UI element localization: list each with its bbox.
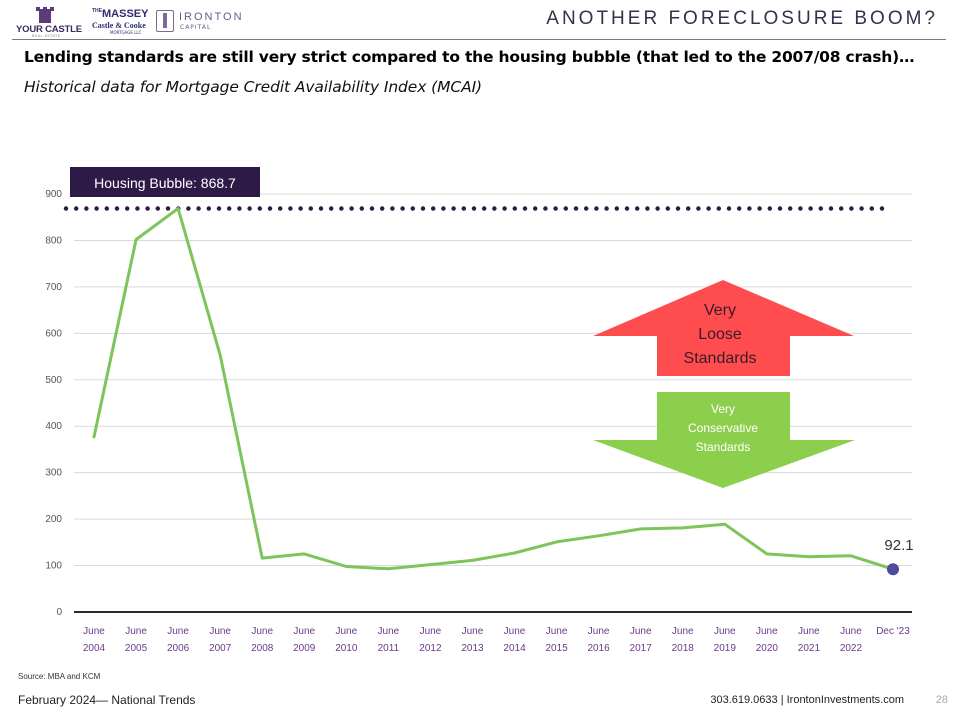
y-tick-label: 900 bbox=[45, 189, 62, 200]
castle-tower-icon bbox=[36, 7, 54, 23]
massey-logo-name: THEMASSEY bbox=[92, 8, 148, 20]
massey-logo: THEMASSEY Castle & Cooke MORTGAGE LLC bbox=[92, 8, 162, 38]
castle-logo-sub: REAL ESTATE bbox=[32, 34, 61, 38]
header-divider bbox=[12, 39, 946, 40]
loose-standards-label: Loose bbox=[698, 326, 742, 343]
your-castle-logo: YOUR CASTLE REAL ESTATE bbox=[16, 7, 88, 38]
x-tick-label: June bbox=[125, 626, 147, 637]
x-tick-label-year: 2017 bbox=[630, 643, 653, 654]
conservative-standards-label: Very bbox=[711, 402, 735, 416]
x-tick-label-year: 2004 bbox=[83, 643, 106, 654]
y-tick-label: 400 bbox=[45, 421, 62, 432]
conservative-standards-label: Conservative bbox=[688, 421, 758, 435]
x-tick-label-year: 2019 bbox=[714, 643, 737, 654]
x-tick-label: June bbox=[209, 626, 231, 637]
x-tick-label: June bbox=[462, 626, 484, 637]
x-tick-label-year: 2007 bbox=[209, 643, 232, 654]
y-tick-label: 700 bbox=[45, 282, 62, 293]
housing-bubble-label: Housing Bubble: 868.7 bbox=[94, 175, 236, 191]
conservative-standards-label: Standards bbox=[696, 440, 751, 454]
y-tick-label: 0 bbox=[56, 607, 62, 618]
x-tick-label-year: 2011 bbox=[378, 643, 400, 654]
loose-standards-label: Standards bbox=[684, 350, 757, 367]
loose-standards-arrow bbox=[593, 280, 854, 376]
y-tick-label: 100 bbox=[45, 561, 62, 572]
ironton-logo-name: IRONTON bbox=[179, 11, 244, 23]
conservative-standards-arrow bbox=[593, 392, 855, 488]
chart-subtitle: Historical data for Mortgage Credit Avai… bbox=[24, 78, 482, 96]
x-tick-label-year: 2018 bbox=[672, 643, 695, 654]
massey-logo-sub: Castle & Cooke bbox=[92, 21, 146, 30]
x-tick-label-year: 2009 bbox=[293, 643, 316, 654]
x-tick-label-year: 2006 bbox=[167, 643, 190, 654]
logo-group: YOUR CASTLE REAL ESTATE THEMASSEY Castle… bbox=[12, 7, 252, 38]
page-headline: ANOTHER FORECLOSURE BOOM? bbox=[546, 8, 938, 29]
y-tick-label: 500 bbox=[45, 375, 62, 386]
x-tick-label: June bbox=[83, 626, 105, 637]
x-tick-label-year: 2005 bbox=[125, 643, 148, 654]
x-tick-label: June bbox=[588, 626, 610, 637]
endpoint-label: 92.1 bbox=[884, 537, 913, 554]
x-tick-label-year: 2022 bbox=[840, 643, 863, 654]
x-tick-label: June bbox=[504, 626, 526, 637]
x-tick-label: June bbox=[293, 626, 315, 637]
x-tick-label-year: 2016 bbox=[588, 643, 611, 654]
mcai-series-line bbox=[92, 207, 895, 571]
x-tick-label: June bbox=[798, 626, 820, 637]
footer-contact: 303.619.0633 | IrontonInvestments.com bbox=[710, 694, 904, 706]
castle-logo-name: YOUR CASTLE bbox=[16, 24, 82, 35]
x-tick-label: June bbox=[714, 626, 736, 637]
housing-bubble-label-box bbox=[70, 167, 260, 197]
x-tick-label-year: 2010 bbox=[335, 643, 358, 654]
loose-standards-label: Very bbox=[704, 302, 736, 319]
page-number: 28 bbox=[935, 694, 948, 706]
x-tick-label: June bbox=[167, 626, 189, 637]
x-tick-label: June bbox=[840, 626, 862, 637]
ironton-logo-sub: CAPITAL bbox=[180, 24, 212, 31]
massey-logo-sub2: MORTGAGE LLC bbox=[110, 30, 142, 35]
source-note: Source: MBA and KCM bbox=[18, 672, 101, 681]
footer-date: February 2024— National Trends bbox=[18, 693, 196, 707]
endpoint-marker bbox=[887, 563, 899, 576]
chart-subhead: Lending standards are still very strict … bbox=[24, 48, 915, 66]
x-tick-label: June bbox=[756, 626, 778, 637]
x-tick-label-year: 2021 bbox=[798, 643, 821, 654]
y-tick-label: 800 bbox=[45, 235, 62, 246]
x-tick-label: June bbox=[630, 626, 652, 637]
x-tick-label-year: 2014 bbox=[503, 643, 526, 654]
x-tick-label-year: 2012 bbox=[419, 643, 442, 654]
x-tick-label: June bbox=[335, 626, 357, 637]
ironton-mark-icon bbox=[156, 10, 174, 32]
ironton-logo: IRONTON CAPITAL bbox=[156, 8, 256, 38]
x-tick-label: June bbox=[420, 626, 442, 637]
x-tick-label-year: 2020 bbox=[756, 643, 779, 654]
massey-logo-the: THE bbox=[92, 8, 102, 14]
y-tick-label: 300 bbox=[45, 468, 62, 479]
y-tick-label: 200 bbox=[45, 514, 62, 525]
x-tick-label: June bbox=[546, 626, 568, 637]
x-tick-label: June bbox=[672, 626, 694, 637]
x-tick-label-year: 2015 bbox=[545, 643, 568, 654]
y-tick-label: 600 bbox=[45, 328, 62, 339]
x-tick-label: June bbox=[251, 626, 273, 637]
x-tick-label-year: 2008 bbox=[251, 643, 274, 654]
massey-logo-word: MASSEY bbox=[102, 8, 149, 20]
x-tick-label: Dec '23 bbox=[876, 626, 910, 637]
x-tick-label: June bbox=[378, 626, 400, 637]
x-tick-label-year: 2013 bbox=[461, 643, 484, 654]
